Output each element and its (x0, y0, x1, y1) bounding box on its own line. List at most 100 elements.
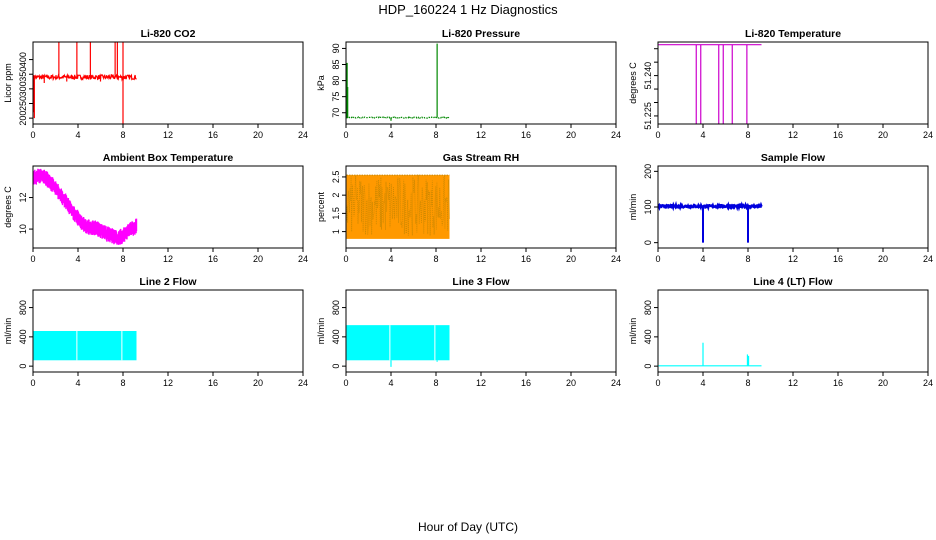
panel-licortemp: Li-820 Temperature degrees C 0 4 8 12 16 20 24 51… (628, 28, 933, 140)
y-tick-label: 200 (18, 111, 28, 126)
plot-frame (32, 289, 304, 373)
x-tick-label: 8 (433, 130, 438, 140)
x-tick-label: 0 (343, 254, 348, 264)
x-tick-label: 4 (75, 254, 80, 264)
panel-line2: Line 2 Flow ml/min 0 4 8 12 16 20 24 0 400 800 (3, 276, 308, 388)
x-tick-label: 20 (566, 378, 576, 388)
y-tick-label: 51.240 (643, 62, 653, 90)
y-tick-label: 75 (331, 92, 341, 102)
x-tick-label: 0 (30, 130, 35, 140)
panel-ambient: Ambient Box Temperature degrees C 0 4 8 12 16 2… (3, 152, 308, 264)
x-tick-label: 0 (30, 378, 35, 388)
plot-frame (32, 41, 304, 125)
x-tick-label: 12 (788, 130, 798, 140)
series-line2 (33, 331, 137, 361)
x-tick-label: 24 (923, 378, 933, 388)
x-tick-label: 8 (433, 378, 438, 388)
x-tick-label: 20 (878, 378, 888, 388)
y-axis-label: ml/min (316, 318, 326, 345)
series-fill (346, 325, 450, 361)
y-tick-label: 400 (643, 329, 653, 344)
x-tick-label: 12 (476, 130, 486, 140)
y-tick-label: 12 (18, 193, 28, 203)
x-tick-label: 8 (120, 254, 125, 264)
y-axis-label: kPa (316, 75, 326, 91)
x-tick-label: 8 (120, 378, 125, 388)
series-line (346, 115, 450, 120)
plot-frame (345, 289, 617, 373)
y-tick-label: 0 (643, 364, 653, 369)
panel-title: Li-820 CO2 (141, 28, 196, 40)
plot-frame (345, 165, 617, 249)
x-tick-label: 4 (700, 378, 705, 388)
x-tick-label: 0 (655, 130, 660, 140)
x-tick-label: 8 (745, 254, 750, 264)
series-fill (33, 331, 137, 361)
x-tick-label: 24 (923, 130, 933, 140)
figure-xlabel: Hour of Day (UTC) (418, 520, 518, 534)
y-tick-label: 800 (331, 300, 341, 315)
x-tick-label: 12 (163, 378, 173, 388)
plot-frame (32, 165, 304, 249)
x-tick-label: 20 (878, 130, 888, 140)
x-tick-label: 16 (208, 378, 218, 388)
panel-sample: Sample Flow ml/min 0 4 8 12 16 20 24 0 100 200 (628, 152, 933, 264)
x-tick-label: 24 (923, 254, 933, 264)
x-tick-label: 20 (566, 254, 576, 264)
x-tick-label: 0 (655, 378, 660, 388)
x-tick-label: 4 (75, 378, 80, 388)
y-tick-label: 70 (331, 108, 341, 118)
x-tick-label: 24 (298, 378, 308, 388)
x-tick-label: 20 (566, 130, 576, 140)
x-tick-label: 16 (833, 378, 843, 388)
x-tick-label: 12 (476, 378, 486, 388)
x-tick-label: 16 (521, 130, 531, 140)
y-tick-label: 90 (331, 43, 341, 53)
x-tick-label: 4 (388, 130, 393, 140)
y-tick-label: 1 (331, 229, 341, 234)
x-tick-label: 12 (788, 254, 798, 264)
x-tick-label: 4 (700, 130, 705, 140)
y-tick-label: 2 (331, 193, 341, 198)
series-line (658, 200, 763, 212)
y-tick-label: 800 (643, 300, 653, 315)
series-co2 (33, 42, 137, 124)
y-tick-label: 400 (18, 329, 28, 344)
series-line4 (658, 342, 762, 367)
y-tick-label: 350 (18, 67, 28, 82)
x-tick-label: 20 (878, 254, 888, 264)
y-tick-label: 800 (18, 300, 28, 315)
plot-frame (657, 289, 929, 373)
y-tick-label: 80 (331, 76, 341, 86)
y-axis-label: degrees C (628, 62, 638, 104)
panel-co2: Li-820 CO2 Licor ppm 0 4 8 12 16 20 24 2002503003… (3, 28, 308, 140)
plot-frame (657, 41, 929, 125)
panel-line3: Line 3 Flow ml/min 0 4 8 12 16 20 24 0 400 800 (316, 276, 621, 388)
panel-title: Li-820 Pressure (442, 28, 520, 40)
y-axis-label: degrees C (3, 186, 13, 228)
x-tick-label: 0 (343, 378, 348, 388)
series-ambient (33, 168, 138, 245)
x-tick-label: 16 (833, 130, 843, 140)
figure-title: HDP_160224 1 Hz Diagnostics (378, 2, 558, 17)
series-sample (658, 200, 763, 243)
x-tick-label: 12 (163, 130, 173, 140)
panel-title: Li-820 Temperature (745, 28, 841, 40)
x-tick-label: 16 (521, 378, 531, 388)
panel-title: Sample Flow (761, 152, 826, 164)
y-axis-label: Licor ppm (3, 63, 13, 103)
panel-line4: Line 4 (LT) Flow ml/min 0 4 8 12 16 20 24 0 400 800 (628, 276, 933, 388)
y-tick-label: 0 (643, 240, 653, 245)
panel-title: Line 3 Flow (452, 276, 510, 288)
x-tick-label: 24 (611, 378, 621, 388)
x-tick-label: 24 (298, 130, 308, 140)
x-tick-label: 0 (343, 130, 348, 140)
x-tick-label: 8 (745, 378, 750, 388)
series-noise (346, 174, 450, 236)
x-tick-label: 24 (611, 254, 621, 264)
y-tick-label: 100 (643, 199, 653, 214)
series-pressure (346, 43, 450, 121)
x-tick-label: 4 (75, 130, 80, 140)
x-tick-label: 20 (253, 254, 263, 264)
